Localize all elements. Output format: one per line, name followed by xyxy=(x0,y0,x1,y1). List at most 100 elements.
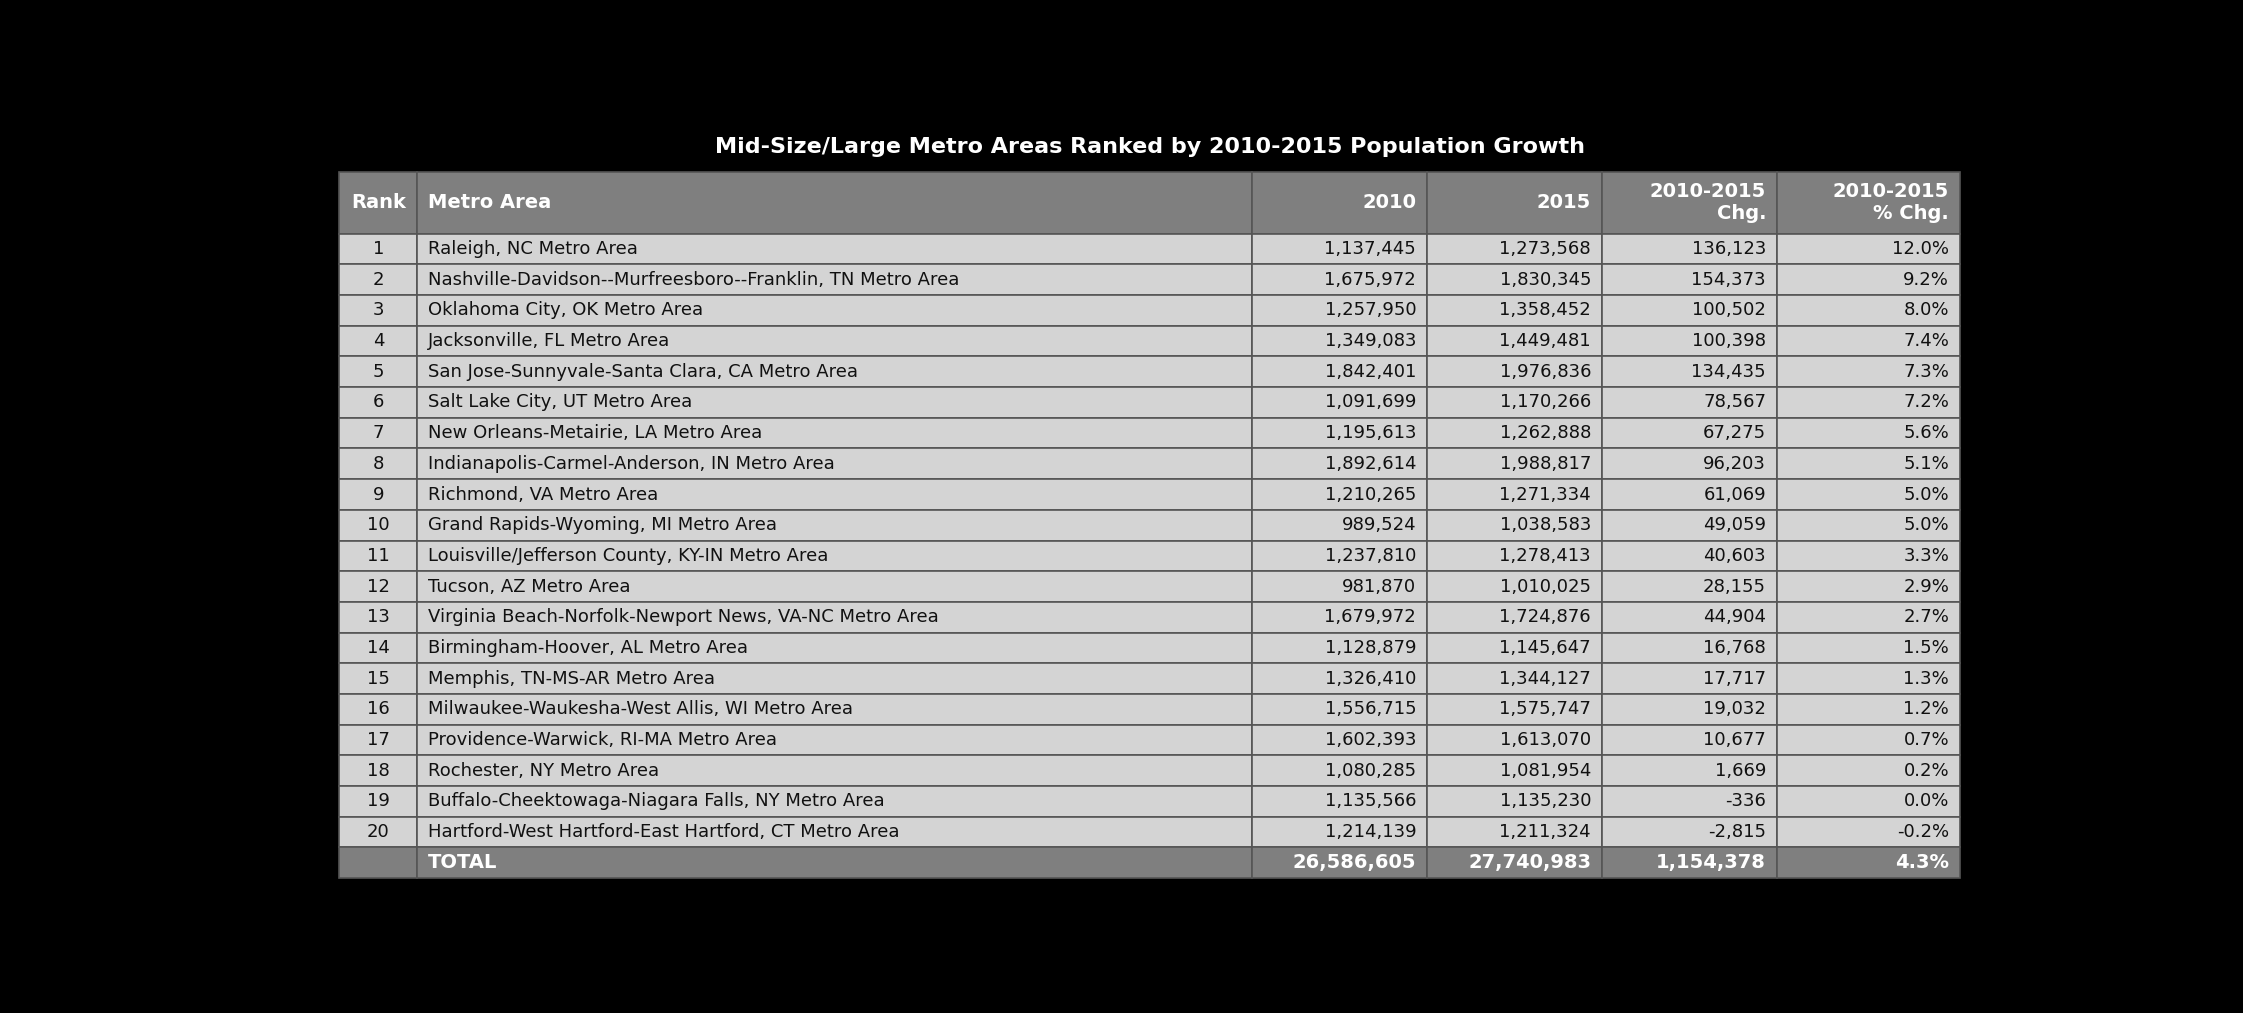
Bar xyxy=(417,602,1252,633)
Text: 2015: 2015 xyxy=(1536,193,1590,213)
Bar xyxy=(1427,479,1602,510)
Text: 8.0%: 8.0% xyxy=(1904,302,1949,319)
Bar xyxy=(1602,264,1776,295)
Text: Mid-Size/Large Metro Areas Ranked by 2010-2015 Population Growth: Mid-Size/Large Metro Areas Ranked by 201… xyxy=(716,137,1584,157)
Bar xyxy=(1427,541,1602,571)
Text: Tucson, AZ Metro Area: Tucson, AZ Metro Area xyxy=(428,577,630,596)
Bar xyxy=(339,816,417,848)
Text: Milwaukee-Waukesha-West Allis, WI Metro Area: Milwaukee-Waukesha-West Allis, WI Metro … xyxy=(428,700,852,718)
Text: 1,080,285: 1,080,285 xyxy=(1326,762,1415,780)
Text: 9.2%: 9.2% xyxy=(1904,270,1949,289)
Bar xyxy=(1252,417,1427,449)
Bar xyxy=(1776,786,1960,816)
Text: 1: 1 xyxy=(372,240,384,258)
Bar xyxy=(1427,724,1602,756)
Bar xyxy=(1427,756,1602,786)
Text: Rank: Rank xyxy=(350,193,406,213)
Text: 0.2%: 0.2% xyxy=(1904,762,1949,780)
Bar xyxy=(417,724,1252,756)
Bar xyxy=(1427,295,1602,326)
Bar xyxy=(1602,172,1776,234)
Text: 100,398: 100,398 xyxy=(1691,332,1765,350)
Text: 1,145,647: 1,145,647 xyxy=(1501,639,1590,657)
Bar xyxy=(1252,694,1427,724)
Bar xyxy=(1776,357,1960,387)
Bar xyxy=(339,571,417,602)
Bar xyxy=(1427,172,1602,234)
Bar xyxy=(1427,449,1602,479)
Text: 15: 15 xyxy=(368,670,390,688)
Text: 1,556,715: 1,556,715 xyxy=(1326,700,1415,718)
Bar xyxy=(1427,816,1602,848)
Bar xyxy=(1252,541,1427,571)
Text: 1,195,613: 1,195,613 xyxy=(1326,424,1415,442)
Text: 1,135,230: 1,135,230 xyxy=(1501,792,1590,810)
Text: 1,358,452: 1,358,452 xyxy=(1498,302,1590,319)
Bar xyxy=(417,172,1252,234)
Bar xyxy=(1776,326,1960,357)
Bar xyxy=(1252,387,1427,417)
Text: 1,669: 1,669 xyxy=(1714,762,1765,780)
Bar xyxy=(1427,848,1602,878)
Text: 1,602,393: 1,602,393 xyxy=(1326,731,1415,749)
Bar xyxy=(1602,756,1776,786)
Text: 2.9%: 2.9% xyxy=(1904,577,1949,596)
Bar xyxy=(1602,602,1776,633)
Bar xyxy=(1427,694,1602,724)
Bar xyxy=(1602,848,1776,878)
Bar xyxy=(339,234,417,264)
Bar xyxy=(1602,295,1776,326)
Bar xyxy=(1776,295,1960,326)
Text: 20: 20 xyxy=(368,824,390,841)
Text: 96,203: 96,203 xyxy=(1702,455,1765,473)
Text: 154,373: 154,373 xyxy=(1691,270,1765,289)
Text: 100,502: 100,502 xyxy=(1691,302,1765,319)
Text: Indianapolis-Carmel-Anderson, IN Metro Area: Indianapolis-Carmel-Anderson, IN Metro A… xyxy=(428,455,834,473)
Bar xyxy=(339,786,417,816)
Text: 4.3%: 4.3% xyxy=(1895,853,1949,872)
Text: 1,081,954: 1,081,954 xyxy=(1501,762,1590,780)
Bar xyxy=(339,848,417,878)
Bar xyxy=(1427,357,1602,387)
Text: 1,271,334: 1,271,334 xyxy=(1498,485,1590,503)
Bar xyxy=(417,387,1252,417)
Bar xyxy=(339,326,417,357)
Bar xyxy=(1602,816,1776,848)
Text: 78,567: 78,567 xyxy=(1702,393,1765,411)
Text: 7: 7 xyxy=(372,424,384,442)
Bar xyxy=(417,756,1252,786)
Bar xyxy=(1252,848,1427,878)
Bar xyxy=(1252,449,1427,479)
Bar xyxy=(1252,786,1427,816)
Text: 27,740,983: 27,740,983 xyxy=(1469,853,1590,872)
Bar xyxy=(339,756,417,786)
Text: 12: 12 xyxy=(368,577,390,596)
Bar xyxy=(1252,479,1427,510)
Text: 1,892,614: 1,892,614 xyxy=(1326,455,1415,473)
Text: 17: 17 xyxy=(368,731,390,749)
Bar xyxy=(1252,816,1427,848)
Text: 7.4%: 7.4% xyxy=(1904,332,1949,350)
Bar xyxy=(1252,756,1427,786)
Text: 1,724,876: 1,724,876 xyxy=(1501,608,1590,626)
Bar xyxy=(1776,816,1960,848)
Text: 9: 9 xyxy=(372,485,384,503)
Text: 1,613,070: 1,613,070 xyxy=(1501,731,1590,749)
Text: 1,211,324: 1,211,324 xyxy=(1501,824,1590,841)
Bar xyxy=(1776,541,1960,571)
Bar xyxy=(1776,724,1960,756)
Bar xyxy=(339,387,417,417)
Text: 5: 5 xyxy=(372,363,384,381)
Text: 7.3%: 7.3% xyxy=(1904,363,1949,381)
Bar xyxy=(417,417,1252,449)
Text: 2010: 2010 xyxy=(1362,193,1415,213)
Bar xyxy=(1776,172,1960,234)
Text: 1,976,836: 1,976,836 xyxy=(1501,363,1590,381)
Text: Memphis, TN-MS-AR Metro Area: Memphis, TN-MS-AR Metro Area xyxy=(428,670,716,688)
Bar xyxy=(1252,724,1427,756)
Bar xyxy=(1776,479,1960,510)
Bar xyxy=(1602,387,1776,417)
Text: 16: 16 xyxy=(368,700,390,718)
Text: 0.0%: 0.0% xyxy=(1904,792,1949,810)
Text: 1,675,972: 1,675,972 xyxy=(1323,270,1415,289)
